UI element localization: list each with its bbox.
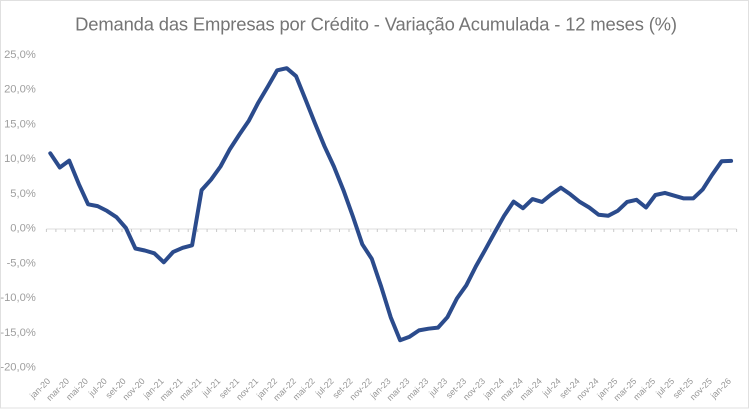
svg-text:25,0%: 25,0% — [4, 49, 36, 61]
svg-text:Demanda das Empresas por Crédi: Demanda das Empresas por Crédito - Varia… — [75, 13, 677, 34]
svg-text:20,0%: 20,0% — [4, 84, 36, 96]
svg-text:10,0%: 10,0% — [4, 153, 36, 165]
svg-text:-20,0%: -20,0% — [0, 362, 35, 374]
svg-text:-10,0%: -10,0% — [0, 292, 35, 304]
svg-text:-5,0%: -5,0% — [7, 257, 36, 269]
svg-text:-15,0%: -15,0% — [0, 327, 35, 339]
svg-text:5,0%: 5,0% — [10, 188, 36, 200]
svg-text:15,0%: 15,0% — [4, 118, 36, 130]
svg-text:0,0%: 0,0% — [10, 223, 36, 235]
